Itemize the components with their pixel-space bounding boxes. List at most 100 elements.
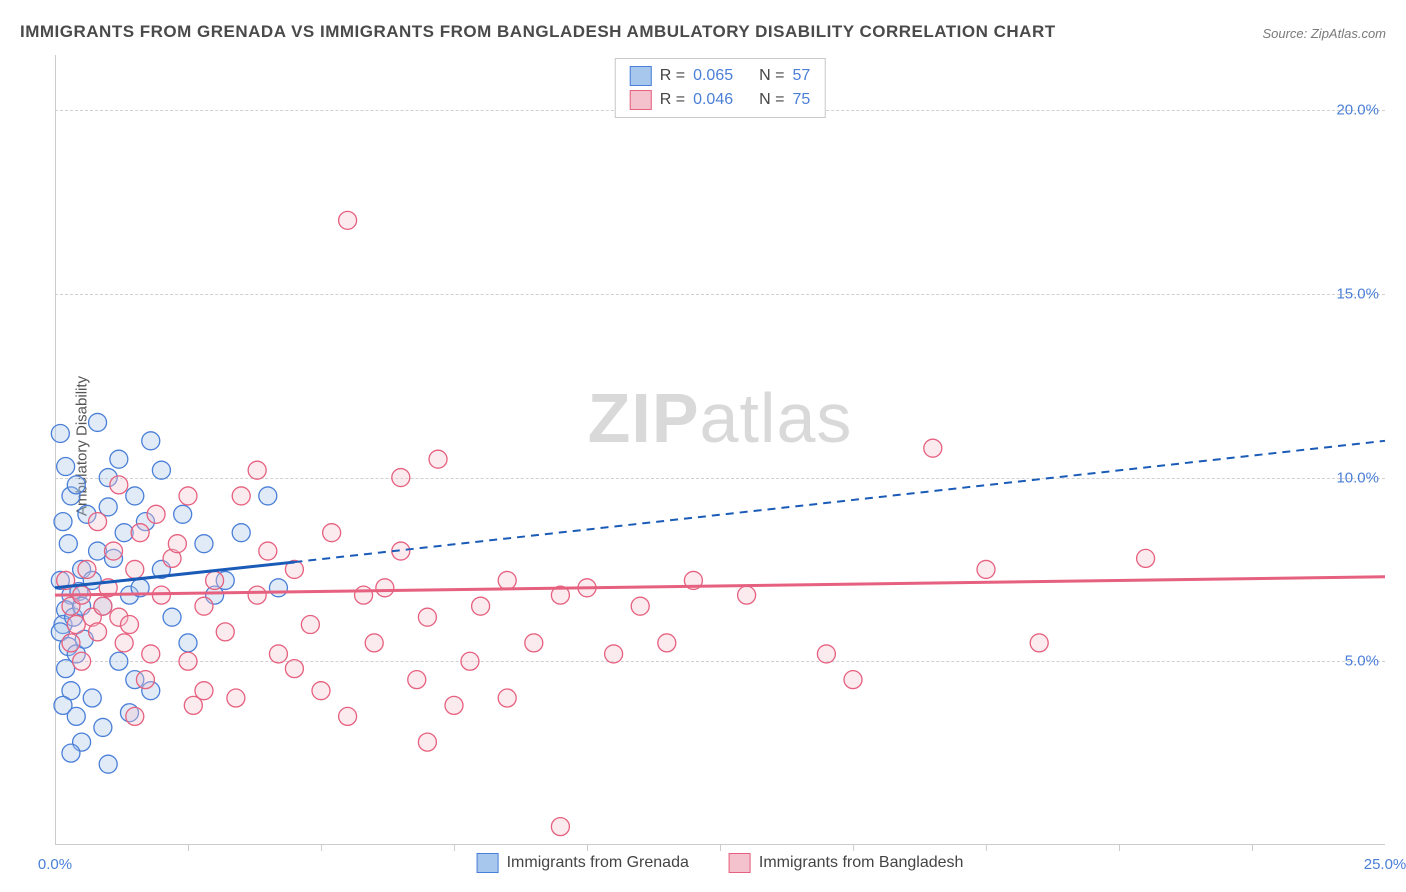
x-tick-label: 25.0%	[1364, 856, 1406, 873]
x-tick	[720, 845, 721, 851]
legend-swatch-0	[630, 66, 652, 86]
y-tick-label: 15.0%	[1336, 285, 1379, 302]
scatter-point	[365, 634, 383, 652]
x-tick	[587, 845, 588, 851]
x-tick	[986, 845, 987, 851]
scatter-point	[977, 560, 995, 578]
scatter-point	[339, 211, 357, 229]
n-label-1: N =	[759, 88, 784, 112]
scatter-point	[195, 597, 213, 615]
scatter-point	[89, 513, 107, 531]
legend-stats: R = 0.065 N = 57 R = 0.046 N = 75	[615, 58, 826, 118]
scatter-point	[126, 487, 144, 505]
scatter-point	[57, 660, 75, 678]
scatter-point	[51, 424, 69, 442]
x-tick	[188, 845, 189, 851]
scatter-point	[1030, 634, 1048, 652]
scatter-point	[269, 579, 287, 597]
legend-label-1: Immigrants from Bangladesh	[759, 854, 964, 872]
r-value-0: 0.065	[693, 64, 733, 88]
scatter-point	[376, 579, 394, 597]
scatter-point	[498, 571, 516, 589]
scatter-point	[126, 707, 144, 725]
scatter-point	[195, 682, 213, 700]
scatter-point	[142, 432, 160, 450]
scatter-point	[115, 524, 133, 542]
chart-title: IMMIGRANTS FROM GRENADA VS IMMIGRANTS FR…	[20, 22, 1056, 42]
scatter-point	[174, 505, 192, 523]
scatter-point	[248, 461, 266, 479]
scatter-point	[658, 634, 676, 652]
scatter-point	[445, 696, 463, 714]
legend-stats-row-0: R = 0.065 N = 57	[630, 64, 811, 88]
y-tick-label: 10.0%	[1336, 469, 1379, 486]
scatter-point	[110, 450, 128, 468]
legend-label-0: Immigrants from Grenada	[507, 854, 689, 872]
scatter-point	[142, 645, 160, 663]
scatter-point	[115, 634, 133, 652]
scatter-point	[418, 733, 436, 751]
scatter-point	[105, 542, 123, 560]
scatter-point	[392, 469, 410, 487]
scatter-point	[195, 535, 213, 553]
legend-item-1: Immigrants from Bangladesh	[729, 853, 964, 873]
chart-svg	[55, 55, 1385, 845]
scatter-point	[551, 818, 569, 836]
scatter-point	[227, 689, 245, 707]
scatter-point	[259, 542, 277, 560]
scatter-point	[525, 634, 543, 652]
r-label-1: R =	[660, 88, 685, 112]
scatter-point	[472, 597, 490, 615]
scatter-point	[89, 413, 107, 431]
scatter-point	[323, 524, 341, 542]
scatter-point	[301, 616, 319, 634]
scatter-point	[1137, 549, 1155, 567]
scatter-point	[110, 652, 128, 670]
scatter-point	[248, 586, 266, 604]
x-tick	[1252, 845, 1253, 851]
scatter-point	[147, 505, 165, 523]
scatter-point	[605, 645, 623, 663]
scatter-point	[232, 524, 250, 542]
x-tick-label: 0.0%	[38, 856, 72, 873]
scatter-point	[498, 689, 516, 707]
scatter-point	[924, 439, 942, 457]
scatter-point	[844, 671, 862, 689]
scatter-point	[461, 652, 479, 670]
x-tick	[853, 845, 854, 851]
scatter-point	[136, 671, 154, 689]
scatter-point	[179, 652, 197, 670]
scatter-point	[67, 707, 85, 725]
scatter-point	[232, 487, 250, 505]
n-label-0: N =	[759, 64, 784, 88]
scatter-point	[312, 682, 330, 700]
scatter-point	[89, 542, 107, 560]
legend-series: Immigrants from Grenada Immigrants from …	[477, 853, 964, 873]
scatter-point	[99, 755, 117, 773]
legend-swatch-bottom-0	[477, 853, 499, 873]
scatter-point	[67, 476, 85, 494]
scatter-point	[126, 560, 144, 578]
source-attribution: Source: ZipAtlas.com	[1262, 26, 1386, 41]
legend-swatch-bottom-1	[729, 853, 751, 873]
scatter-point	[131, 524, 149, 542]
scatter-point	[67, 616, 85, 634]
scatter-point	[355, 586, 373, 604]
scatter-point	[216, 623, 234, 641]
scatter-point	[738, 586, 756, 604]
scatter-point	[54, 513, 72, 531]
n-value-1: 75	[792, 88, 810, 112]
scatter-point	[339, 707, 357, 725]
legend-item-0: Immigrants from Grenada	[477, 853, 689, 873]
regression-line-dashed	[294, 441, 1385, 562]
scatter-point	[631, 597, 649, 615]
scatter-point	[418, 608, 436, 626]
n-value-0: 57	[792, 64, 810, 88]
scatter-point	[259, 487, 277, 505]
scatter-point	[429, 450, 447, 468]
plot-area: ZIPatlas R = 0.065 N = 57 R = 0.046 N = …	[55, 55, 1385, 845]
legend-stats-row-1: R = 0.046 N = 75	[630, 88, 811, 112]
scatter-point	[89, 623, 107, 641]
scatter-point	[179, 487, 197, 505]
scatter-point	[94, 597, 112, 615]
